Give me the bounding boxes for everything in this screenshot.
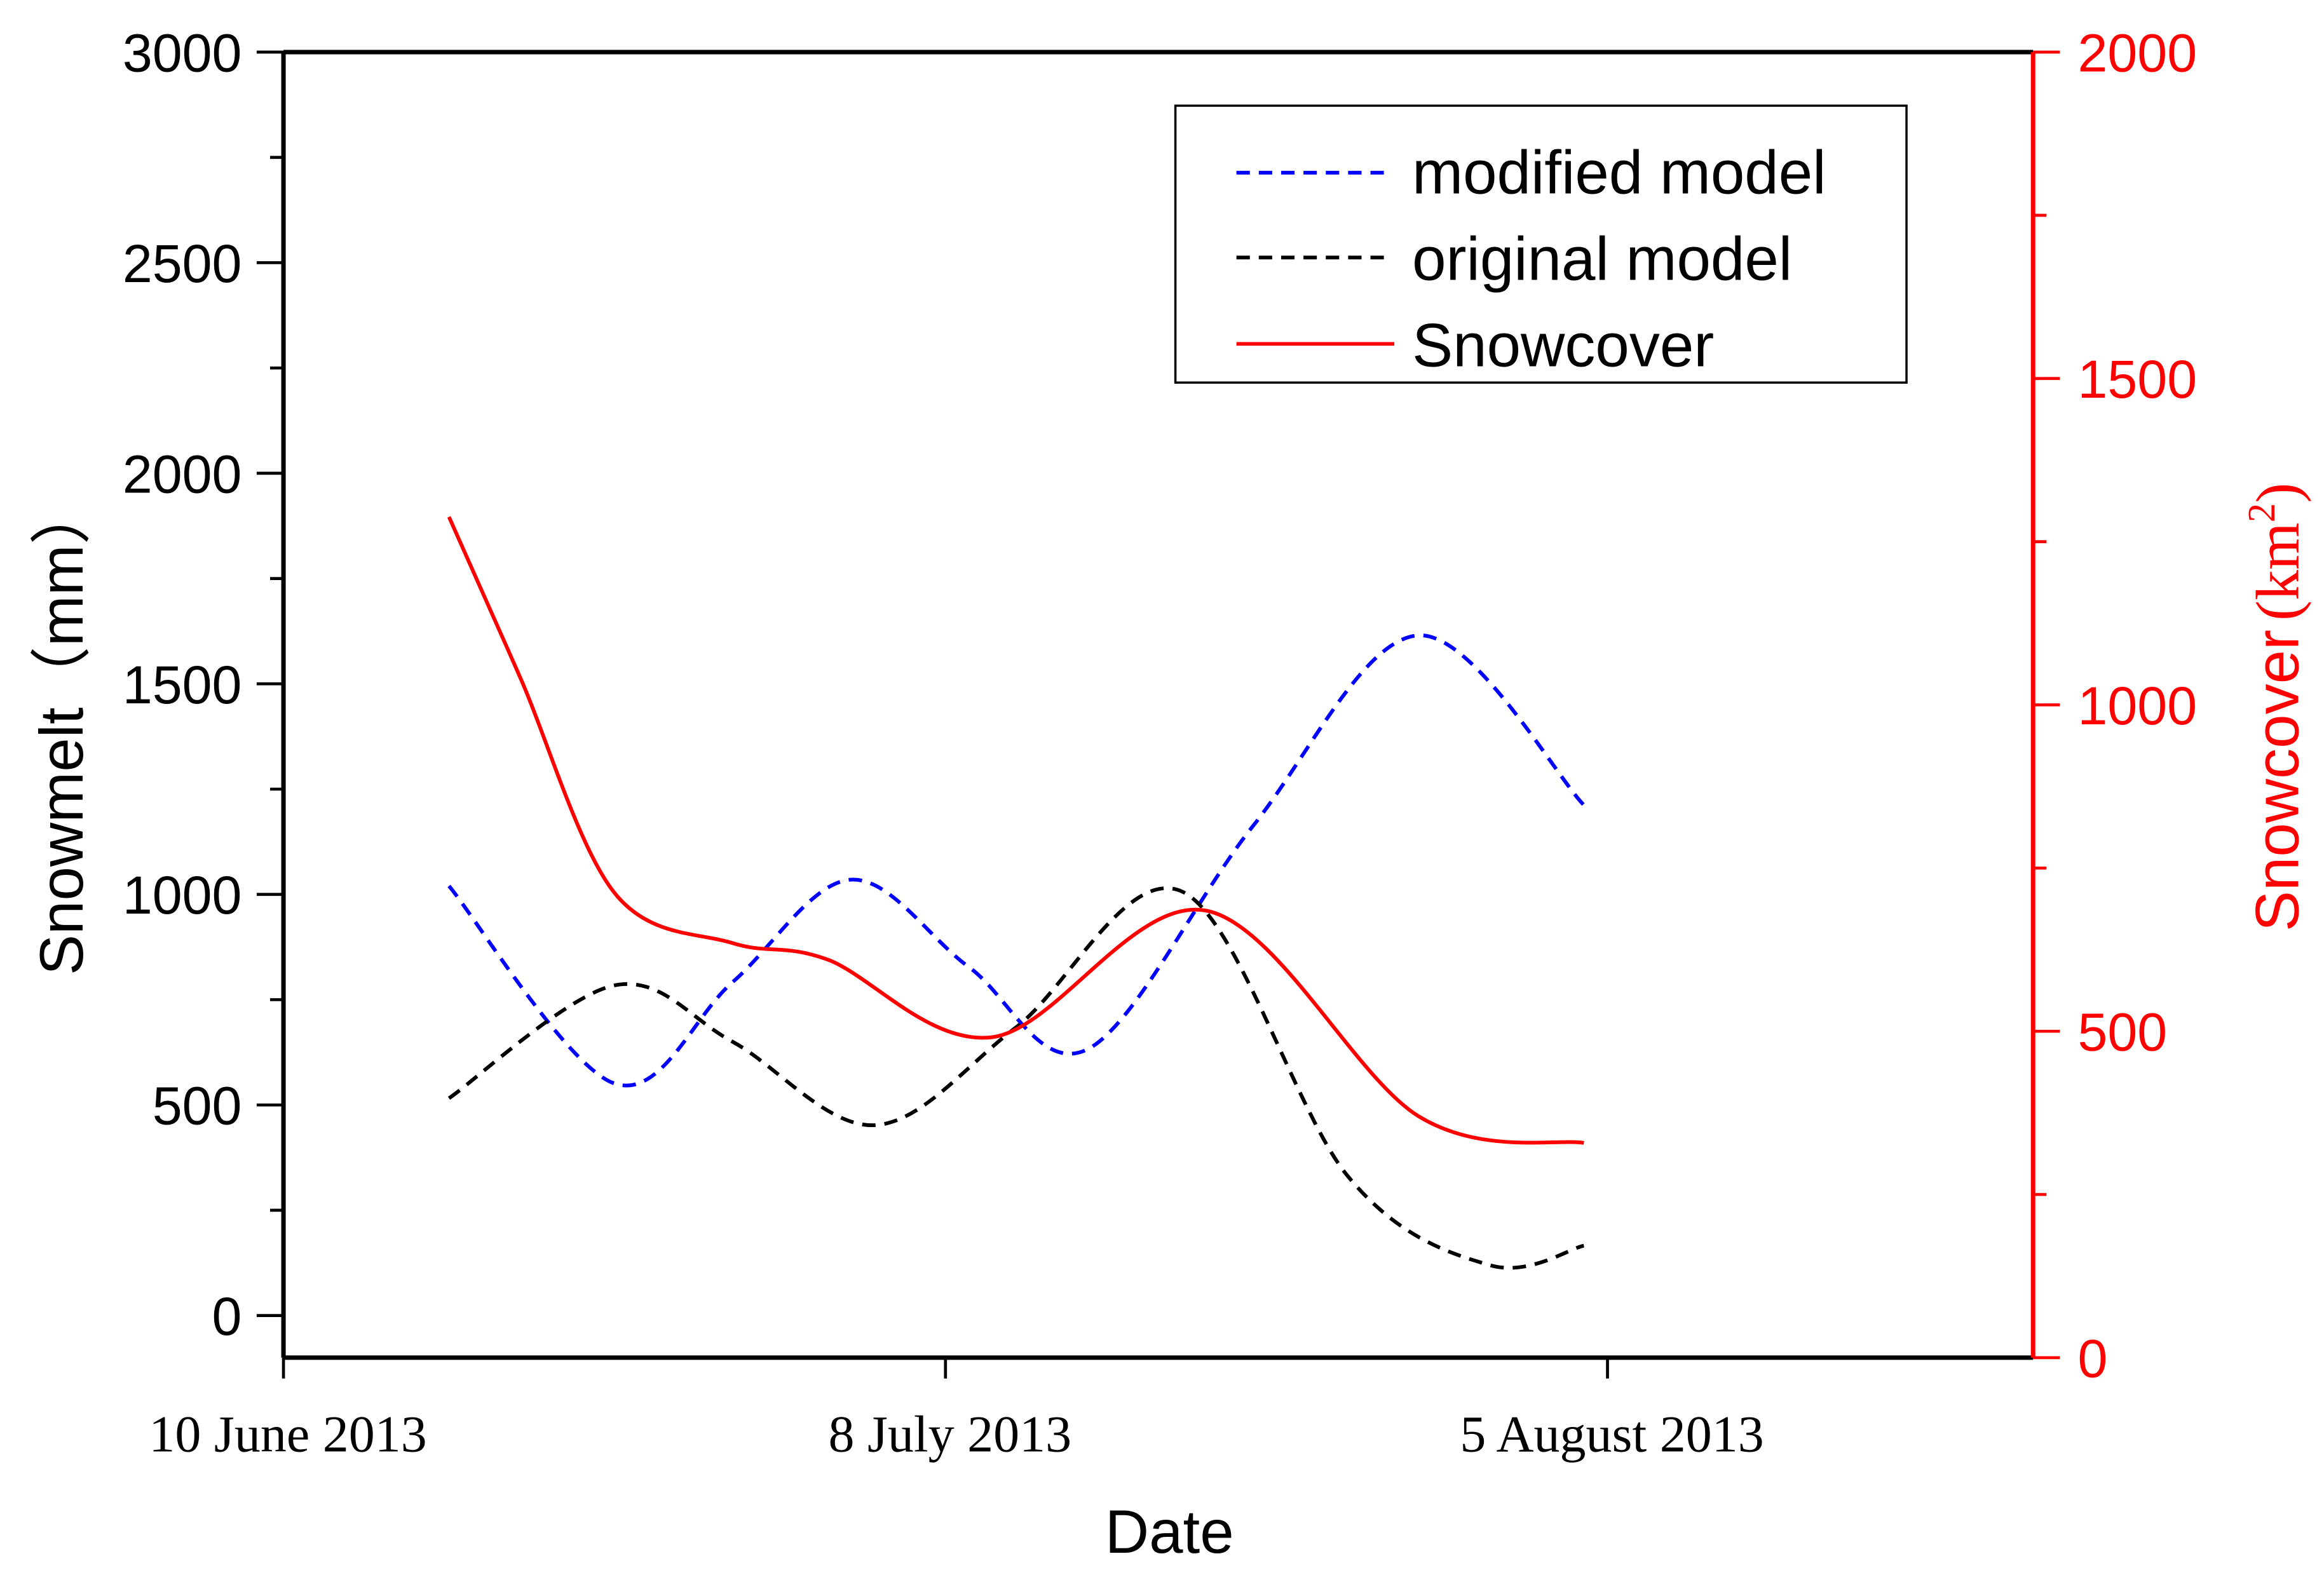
y-right-tick-label: 0	[2078, 1328, 2108, 1388]
x-tick-label: 10 June 2013	[149, 1405, 426, 1463]
y-right-tick-label: 1000	[2078, 676, 2198, 736]
y-axis-right-title: Snowcover (km2)	[2241, 483, 2311, 931]
legend-label-modified: modified model	[1412, 139, 1826, 207]
y-left-tick-label: 2500	[123, 234, 242, 294]
y-right-tick-label: 1500	[2078, 349, 2198, 409]
legend-label-original: original model	[1412, 226, 1792, 294]
x-tick-label: 5 August 2013	[1460, 1405, 1763, 1463]
y-axis-left-title: Snowmelt（mm）	[28, 483, 96, 975]
y-right-tick-label: 500	[2078, 1003, 2168, 1062]
x-axis-title: Date	[1105, 1498, 1234, 1566]
y-left-tick-label: 1500	[123, 655, 242, 715]
legend: modified model original model Snowcover	[1174, 104, 1908, 384]
y-left-tick-label: 2000	[123, 444, 242, 504]
series-line-original-model	[447, 886, 1585, 1270]
y-left-tick-label: 1000	[123, 865, 242, 925]
series-line-snowcover	[447, 516, 1584, 1145]
y-left-tick-label: 500	[153, 1076, 242, 1136]
x-tick-label: 8 July 2013	[828, 1405, 1071, 1463]
y-axis-right-title-close: )	[2243, 483, 2311, 503]
y-axis-right-title-sup: 2	[2241, 503, 2283, 522]
legend-box	[1174, 104, 1908, 384]
y-axis-right-title-unit: (km	[2243, 522, 2311, 621]
y-axis-right-title-main: Snowcover	[2243, 630, 2311, 931]
series-lines	[447, 516, 1586, 1270]
y-right-tick-label: 2000	[2078, 23, 2198, 83]
series-line-modified-model	[447, 633, 1586, 1088]
y-left-tick-label: 0	[212, 1287, 242, 1346]
axes: 0 500 1000 1500 2000 2500 3000 0 500 1000 1500 2000…	[123, 23, 2197, 1463]
y-left-tick-label: 3000	[123, 23, 242, 83]
legend-label-snowcover: Snowcover	[1412, 311, 1714, 379]
